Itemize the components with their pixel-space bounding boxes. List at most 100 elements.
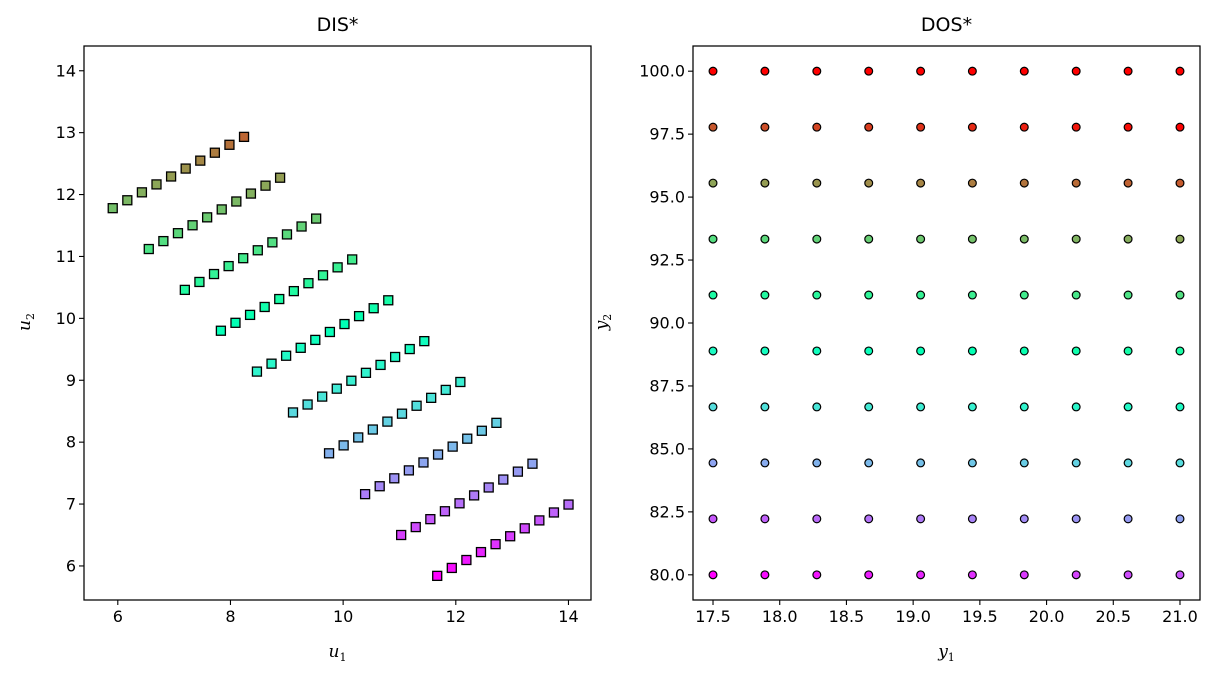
dis-point: [209, 147, 221, 158]
dis-point: [260, 180, 271, 191]
dos-xlabel: y1: [937, 642, 955, 664]
dis-point: [224, 139, 235, 150]
dos-point: [1175, 122, 1185, 132]
dos-point: [916, 234, 926, 244]
dos-point: [760, 402, 770, 412]
dis-point: [367, 424, 378, 435]
dos-point: [916, 346, 926, 356]
dos-point: [812, 402, 822, 412]
dis-point: [454, 498, 465, 509]
dis-point: [281, 229, 293, 240]
dos-point: [1071, 290, 1081, 300]
dos-point: [1019, 570, 1029, 580]
dos-point: [967, 290, 977, 300]
dis-point: [462, 433, 473, 444]
dis-point: [223, 260, 234, 272]
y-tick-label: 80.0: [649, 565, 685, 584]
x-tick-label: 12: [446, 607, 466, 626]
dis-point: [426, 392, 437, 403]
dis-point: [432, 449, 444, 460]
dos-point: [1123, 346, 1133, 356]
dos-point: [812, 178, 822, 188]
dis-point: [563, 499, 574, 510]
dis-point: [332, 262, 343, 273]
dos-point: [916, 402, 926, 412]
dis-point: [215, 325, 227, 336]
dos-point: [760, 290, 770, 300]
dos-ylabel: y2: [592, 314, 614, 332]
dos-point: [1019, 234, 1029, 244]
dis-point: [331, 383, 342, 394]
dis-point: [396, 529, 407, 541]
dis-point: [280, 350, 292, 361]
dis-point: [353, 310, 365, 322]
dis-plot-area: 6 8 10 12 14 6 7 8 9 10 11 12 13 14: [56, 45, 592, 626]
dis-point: [455, 376, 466, 388]
dis-point: [432, 570, 443, 582]
y-tick-label: 90.0: [649, 314, 685, 333]
dis-point: [476, 425, 487, 436]
dis-point: [396, 408, 408, 419]
dis-title: DIS*: [317, 14, 359, 36]
dos-point: [1175, 514, 1185, 524]
dos-point: [1175, 66, 1185, 76]
dis-point: [404, 343, 415, 355]
dis-point: [440, 384, 451, 396]
dos-point: [708, 458, 718, 468]
dis-point: [208, 268, 220, 280]
dis-point: [411, 400, 422, 411]
dos-point: [1123, 570, 1133, 580]
dis-point: [122, 195, 133, 206]
dos-point: [708, 178, 718, 188]
dis-point: [527, 458, 538, 469]
x-tick-label: 14: [558, 607, 578, 626]
dis-point: [368, 303, 379, 314]
dis-point: [216, 204, 227, 215]
dos-point: [1019, 290, 1029, 300]
dis-point: [410, 521, 421, 533]
dos-point: [967, 178, 977, 188]
dos-point: [967, 514, 977, 524]
dis-point: [310, 213, 322, 224]
dos-point: [864, 514, 874, 524]
dos-point: [1019, 66, 1029, 76]
dis-point: [425, 514, 436, 525]
x-tick-label: 10: [333, 607, 353, 626]
dis-point: [353, 432, 364, 443]
dis-point: [324, 326, 336, 338]
y-tick-label: 97.5: [649, 125, 685, 144]
dos-point: [1019, 514, 1029, 524]
y-tick-label: 13: [56, 123, 76, 142]
dos-axes-frame: [692, 45, 1201, 601]
dis-point: [230, 317, 241, 328]
dos-point: [760, 514, 770, 524]
dos-point: [1071, 514, 1081, 524]
dis-point: [483, 482, 494, 493]
dis-point: [475, 546, 487, 558]
dos-point: [916, 122, 926, 132]
dos-plot-area: 17.5 18.0 18.5 19.0 19.5 20.0 20.5 21.0 80.0 82.5…: [639, 45, 1201, 626]
dis-point: [296, 221, 307, 232]
dos-point: [1019, 178, 1029, 188]
dos-point: [1019, 346, 1029, 356]
dos-point: [916, 514, 926, 524]
dos-point: [812, 346, 822, 356]
dos-point: [708, 346, 718, 356]
dis-point: [447, 441, 458, 452]
dos-point: [760, 346, 770, 356]
dis-point: [303, 278, 314, 289]
dos-point: [916, 178, 926, 188]
dis-point: [187, 220, 198, 231]
dis-point: [252, 245, 263, 256]
dis-point: [338, 440, 349, 451]
y-tick-label: 100.0: [639, 62, 685, 81]
y-tick-label: 87.5: [649, 376, 685, 395]
dos-point: [967, 234, 977, 244]
dos-point: [812, 458, 822, 468]
dis-point: [245, 188, 257, 199]
dis-point: [266, 358, 277, 369]
y-tick-label: 6: [66, 556, 76, 575]
dos-point: [812, 570, 822, 580]
dis-point: [468, 490, 480, 501]
